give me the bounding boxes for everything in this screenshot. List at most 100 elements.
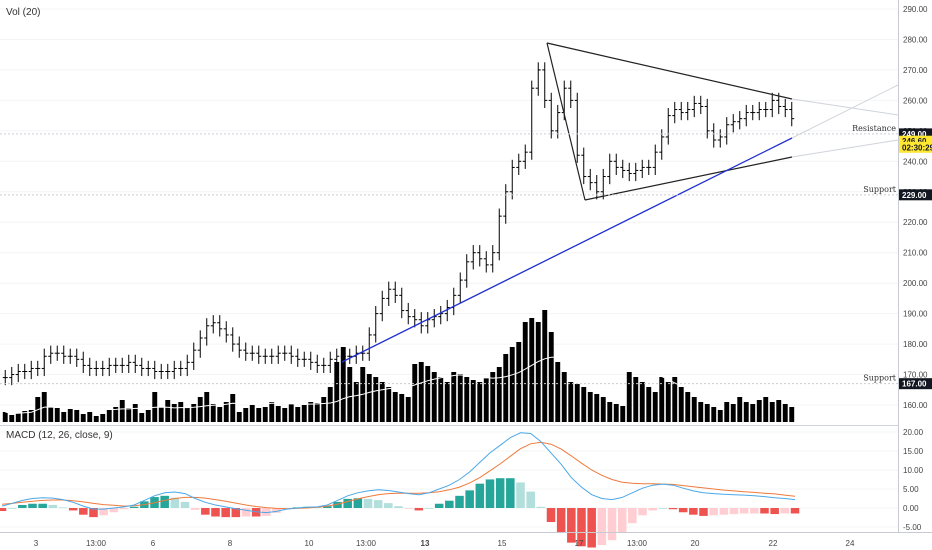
volume-bar <box>620 406 626 422</box>
macd-histogram-bar <box>68 508 78 511</box>
price-bar <box>80 351 86 374</box>
price-tick-label: 280.00 <box>903 35 928 44</box>
macd-histogram-bar <box>394 506 403 508</box>
volume-bar <box>119 400 125 422</box>
volume-bar <box>126 408 132 422</box>
macd-histogram-bar <box>729 508 739 515</box>
volume-bar <box>782 404 788 422</box>
volume-bar <box>197 397 203 422</box>
volume-bar <box>145 410 151 422</box>
price-bar <box>626 162 632 182</box>
time-tick-label: 24 <box>846 539 855 548</box>
time-tick-label: 22 <box>769 539 778 548</box>
time-tick-label: 13:00 <box>627 539 648 548</box>
price-bar <box>217 315 223 337</box>
volume-bar <box>457 374 463 422</box>
volume-bar <box>646 387 652 422</box>
macd-histogram-bar <box>323 506 332 508</box>
price-bar <box>665 108 671 145</box>
volume-bar <box>366 374 372 422</box>
macd-panel-title: MACD (12, 26, close, 9) <box>6 430 113 441</box>
price-bar <box>568 80 574 108</box>
macd-histogram-bar <box>536 506 546 508</box>
volume-bar <box>789 407 795 422</box>
price-bar <box>789 101 795 127</box>
trendline[interactable] <box>341 137 793 363</box>
price-tag: 249.00 <box>899 128 932 140</box>
macd-tick-label: 5.00 <box>903 485 919 494</box>
macd-histogram-bar <box>750 508 759 514</box>
volume-bar <box>600 397 606 422</box>
price-bar <box>28 360 34 380</box>
time-axis-ticks: 3 13:00 6 8 10 13:00 13 15 17 13:00 20 22 24 <box>34 539 855 548</box>
volume-ma-line <box>5 356 792 415</box>
price-bar <box>249 345 255 361</box>
price-bar <box>769 92 775 118</box>
macd-histogram-bar <box>384 503 393 508</box>
time-tick-label: 13 <box>421 539 430 548</box>
volume-bar <box>340 347 346 422</box>
price-tag-label: 229.00 <box>902 191 927 200</box>
triangle-lower-line[interactable] <box>584 156 793 201</box>
volume-panel-title: Vol (20) <box>6 7 40 18</box>
triangle-upper-line[interactable] <box>546 42 793 100</box>
price-bar <box>405 302 411 325</box>
volume-bar <box>444 382 450 422</box>
time-tick-label: 15 <box>498 539 507 548</box>
macd-histogram-bar <box>38 503 47 508</box>
macd-histogram-bar <box>445 500 454 508</box>
macd-histogram-bar <box>587 508 596 548</box>
price-tag: 229.00 <box>899 189 932 201</box>
price-bar <box>373 306 379 343</box>
triangle-left-line[interactable] <box>546 42 586 201</box>
price-bar <box>672 101 678 124</box>
price-bar <box>2 369 8 386</box>
volume-bar <box>776 400 782 422</box>
price-bar <box>711 123 717 148</box>
price-bar <box>282 345 288 361</box>
price-bar <box>646 159 652 176</box>
volume-bar <box>516 342 522 422</box>
time-axis[interactable]: 3 13:00 6 8 10 13:00 13 15 17 13:00 20 22 24 <box>0 532 932 549</box>
volume-bar <box>717 410 723 422</box>
volume-bar <box>704 404 710 422</box>
volume-bar <box>633 377 639 422</box>
volume-bar <box>743 402 749 422</box>
price-bar <box>581 147 587 185</box>
price-bar <box>600 168 606 200</box>
macd-histogram-bar <box>211 508 220 517</box>
volume-bar <box>230 394 236 422</box>
macd-axis-ticks: 20.00 15.00 10.00 5.00 0.00 -5.00 <box>903 428 924 532</box>
price-bar <box>379 290 385 322</box>
volume-bar <box>308 402 314 422</box>
volume-bar <box>295 407 301 422</box>
price-axis[interactable]: 290.00280.00270.00260.00250.00240.00230.… <box>898 0 932 532</box>
volume-bar <box>321 397 327 422</box>
macd-histogram-bar <box>719 508 729 515</box>
chart-drawings[interactable] <box>341 42 899 363</box>
price-bar <box>119 357 125 374</box>
macd-histogram-bar <box>353 498 363 508</box>
volume-bar <box>483 378 489 422</box>
volume-bar <box>301 405 307 422</box>
macd-histogram-bar <box>709 508 718 516</box>
price-bar <box>321 357 327 374</box>
volume-bar <box>113 407 119 422</box>
volume-bar <box>587 392 593 422</box>
volume-bar <box>568 382 574 422</box>
volume-bar <box>87 412 93 422</box>
price-tick-label: 210.00 <box>903 249 928 258</box>
price-bar <box>113 357 119 374</box>
price-bar <box>262 348 268 364</box>
macd-histogram-bar <box>739 508 749 514</box>
volume-bar <box>652 392 658 422</box>
volume-bar <box>54 408 60 422</box>
volume-bar <box>106 410 112 422</box>
volume-bar <box>61 412 67 422</box>
volume-bar <box>626 372 632 422</box>
volume-panel: Resistance Support Support Vol (20) <box>0 7 899 422</box>
volume-bar <box>535 322 541 422</box>
volume-bar <box>529 318 535 422</box>
price-bar <box>470 245 476 270</box>
